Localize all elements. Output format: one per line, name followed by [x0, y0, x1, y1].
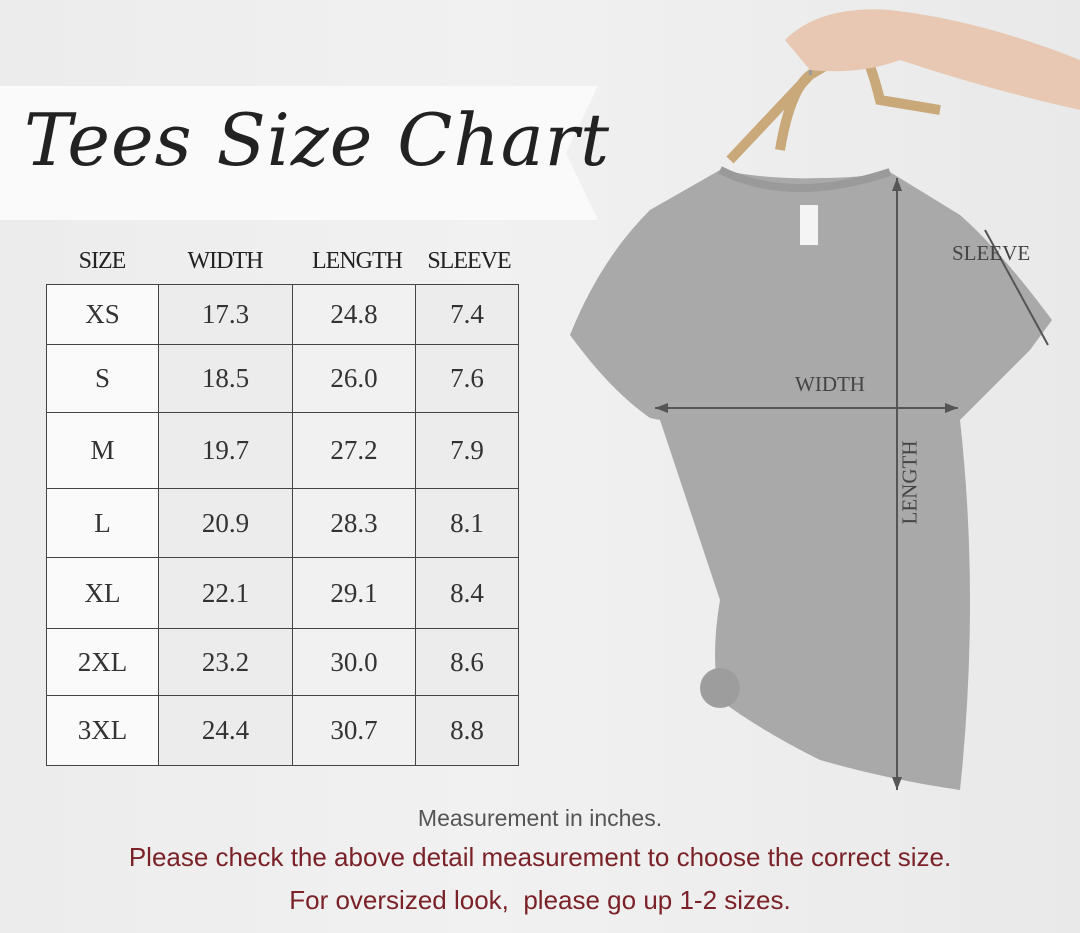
unit-note: Measurement in inches.: [417, 805, 663, 831]
page-title: Tees Size Chart: [24, 98, 611, 182]
table-cell-width: 22.1: [158, 557, 293, 629]
table-cell-size: XS: [46, 284, 159, 345]
table-cell-sleeve: 7.9: [415, 412, 519, 489]
header-width: WIDTH: [187, 248, 264, 274]
table-row: L 20.9 28.3 8.1: [46, 488, 519, 558]
table-cell-length: 24.8: [292, 284, 416, 345]
table-cell-size: L: [46, 488, 159, 558]
table-cell-sleeve: 8.6: [415, 628, 519, 696]
table-row: 2XL 23.2 30.0 8.6: [46, 628, 519, 696]
table-cell-length: 26.0: [292, 344, 416, 413]
table-cell-size: 2XL: [46, 628, 159, 696]
table-row: XS 17.3 24.8 7.4: [46, 284, 519, 345]
title-banner: [0, 86, 598, 220]
table-cell-size: S: [46, 344, 159, 413]
header-length: LENGTH: [312, 248, 403, 274]
table-cell-width: 24.4: [158, 695, 293, 766]
table-cell-sleeve: 7.4: [415, 284, 519, 345]
sleeve-label: SLEEVE: [952, 241, 1031, 265]
table-cell-length: 29.1: [292, 557, 416, 629]
table-cell-size: M: [46, 412, 159, 489]
table-cell-size: XL: [46, 557, 159, 629]
table-cell-length: 28.3: [292, 488, 416, 558]
table-row: XL 22.1 29.1 8.4: [46, 557, 519, 629]
table-row: 3XL 24.4 30.7 8.8: [46, 695, 519, 766]
table-cell-width: 23.2: [158, 628, 293, 696]
width-label: WIDTH: [795, 372, 865, 396]
table-cell-width: 18.5: [158, 344, 293, 413]
table-cell-length: 30.0: [292, 628, 416, 696]
table-cell-width: 20.9: [158, 488, 293, 558]
length-label: LENGTH: [897, 440, 922, 525]
header-sleeve: SLEEVE: [427, 248, 511, 274]
table-cell-size: 3XL: [46, 695, 159, 766]
table-cell-sleeve: 8.8: [415, 695, 519, 766]
table-cell-length: 30.7: [292, 695, 416, 766]
table-row: S 18.5 26.0 7.6: [46, 344, 519, 413]
table-cell-width: 19.7: [158, 412, 293, 489]
table-cell-length: 27.2: [292, 412, 416, 489]
table-row: M 19.7 27.2 7.9: [46, 412, 519, 489]
table-cell-sleeve: 8.4: [415, 557, 519, 629]
tshirt-diagram: [570, 9, 1080, 790]
oversized-note: For oversized look, please go up 1-2 siz…: [289, 885, 791, 915]
table-cell-width: 17.3: [158, 284, 293, 345]
table-cell-sleeve: 8.1: [415, 488, 519, 558]
header-size: SIZE: [78, 248, 127, 274]
check-note: Please check the above detail measuremen…: [128, 842, 952, 872]
table-cell-sleeve: 7.6: [415, 344, 519, 413]
size-table: XS 17.3 24.8 7.4 S 18.5 26.0 7.6 M 19.7 27.2 7.9 L 20…: [46, 284, 519, 766]
